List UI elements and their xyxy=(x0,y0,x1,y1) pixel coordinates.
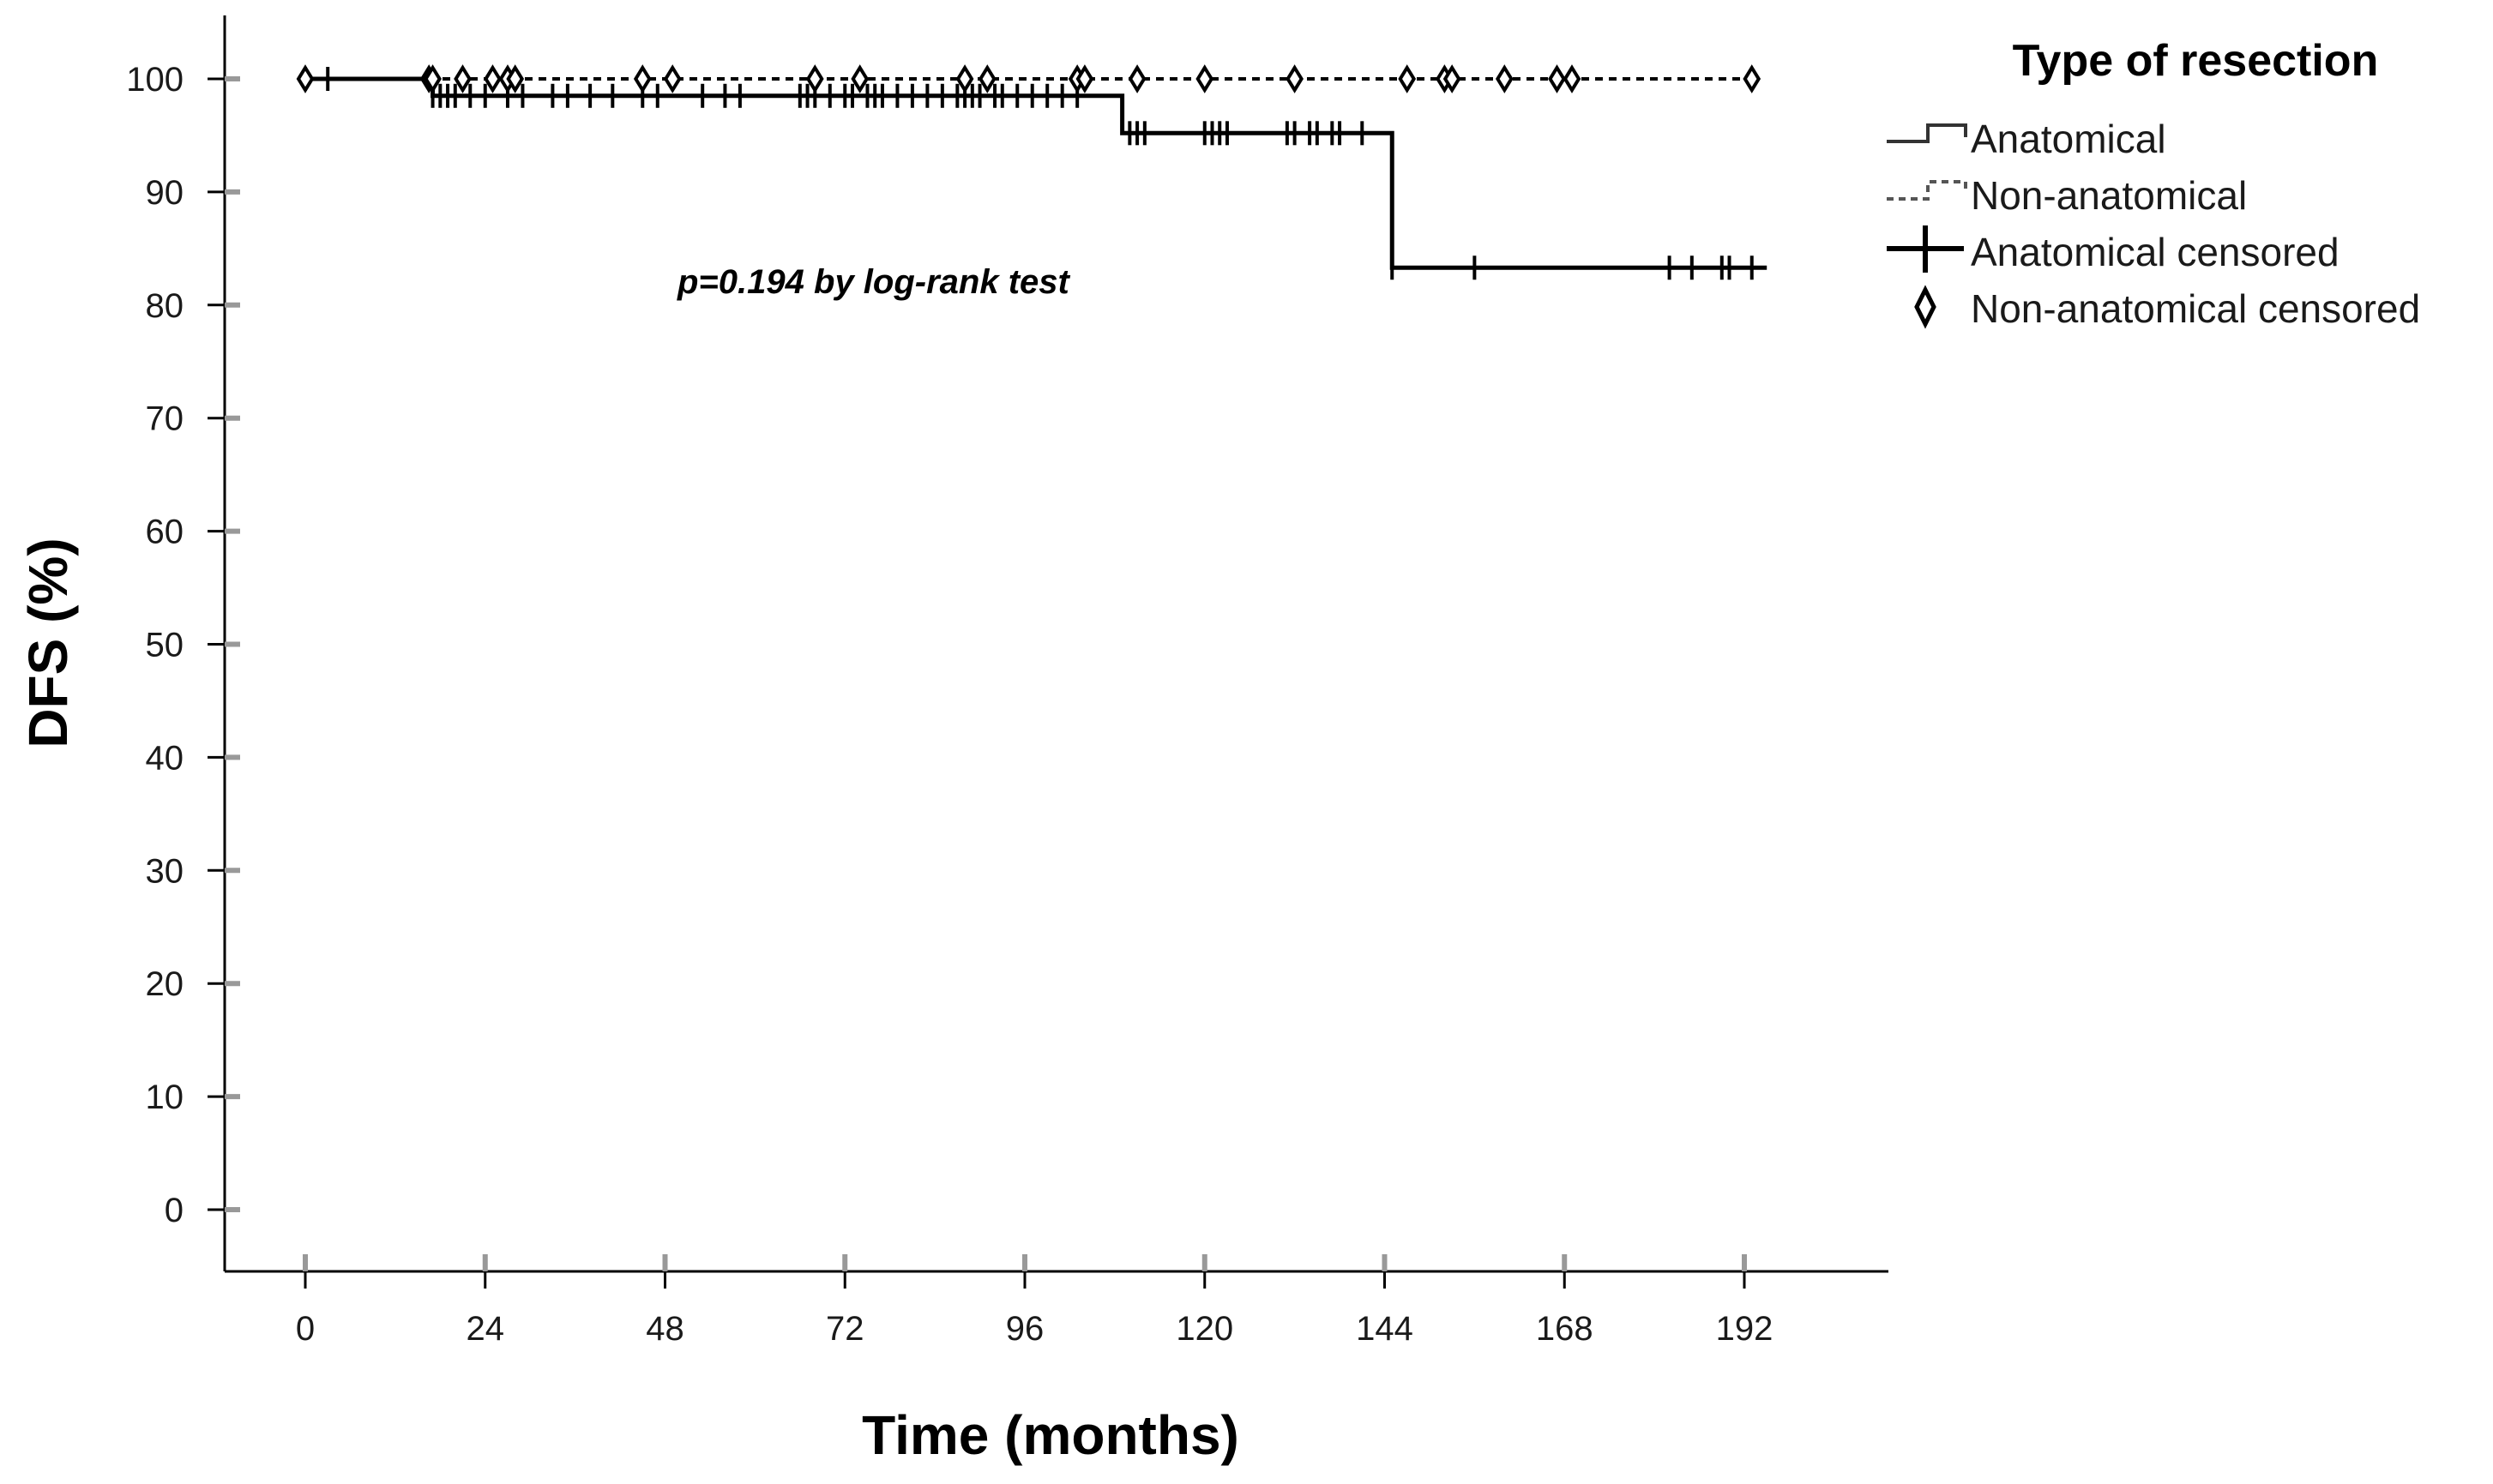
censor-mark-non-anatomical xyxy=(1442,64,1461,93)
censor-mark-non-anatomical xyxy=(955,64,974,93)
axes xyxy=(223,15,1888,1273)
x-tick-label: 168 xyxy=(1536,1310,1593,1348)
legend-swatch-anatomical xyxy=(1887,123,1967,143)
y-tick-label: 100 xyxy=(126,61,184,99)
x-tick-label: 0 xyxy=(296,1310,315,1348)
censor-mark-non-anatomical xyxy=(805,64,824,93)
y-tick-label: 20 xyxy=(146,965,184,1003)
censor-mark-non-anatomical xyxy=(506,64,525,93)
y-tick-label: 0 xyxy=(165,1192,184,1229)
y-tick-label: 90 xyxy=(146,174,184,212)
legend-swatch-non-anatomical xyxy=(1887,180,1967,201)
censor-mark-non-anatomical xyxy=(454,64,472,93)
y-ticks: 0 10 20 30 40 50 60 70 80 90 100 xyxy=(126,61,240,1229)
censor-mark-non-anatomical xyxy=(1128,64,1147,93)
legend-label-non-anatomical-censored: Non-anatomical censored xyxy=(1971,286,2420,331)
legend-label-anatomical-censored: Anatomical censored xyxy=(1971,230,2339,274)
censor-mark-non-anatomical xyxy=(484,64,502,93)
censor-mark-non-anatomical xyxy=(1398,64,1417,93)
y-tick-label: 40 xyxy=(146,739,184,777)
y-tick-label: 60 xyxy=(146,514,184,551)
legend-swatch-non-anatomical-censored xyxy=(1914,285,1936,329)
km-line-anatomical xyxy=(305,76,1767,270)
series-layer xyxy=(305,76,1767,270)
y-axis-title: DFS (%) xyxy=(17,538,79,748)
censor-mark-non-anatomical xyxy=(978,64,997,93)
legend-label-anatomical: Anatomical xyxy=(1971,117,2166,161)
x-tick-label: 96 xyxy=(1006,1310,1045,1348)
censor-mark-non-anatomical xyxy=(663,64,682,93)
censor-mark-non-anatomical xyxy=(1743,64,1761,93)
censor-mark-non-anatomical xyxy=(1563,64,1581,93)
censor-mark-non-anatomical xyxy=(1548,64,1566,93)
censor-mark-non-anatomical xyxy=(1495,64,1514,93)
x-tick-label: 192 xyxy=(1716,1310,1773,1348)
x-tick-label: 24 xyxy=(467,1310,505,1348)
censor-mark-non-anatomical xyxy=(633,64,652,93)
censor-mark-non-anatomical xyxy=(1286,64,1304,93)
x-tick-label: 72 xyxy=(826,1310,864,1348)
y-tick-label: 70 xyxy=(146,400,184,438)
legend-title: Type of resection xyxy=(2013,36,2379,86)
y-tick-label: 80 xyxy=(146,287,184,325)
censor-marks xyxy=(296,64,1761,280)
x-tick-label: 48 xyxy=(646,1310,684,1348)
y-tick-label: 30 xyxy=(146,852,184,890)
censor-mark-non-anatomical xyxy=(1075,64,1094,93)
x-tick-label: 144 xyxy=(1356,1310,1413,1348)
legend-swatches xyxy=(1887,123,1967,329)
legend-label-non-anatomical: Non-anatomical xyxy=(1971,173,2247,218)
y-tick-label: 10 xyxy=(146,1078,184,1116)
x-axis-title: Time (months) xyxy=(862,1404,1239,1466)
censor-mark-non-anatomical xyxy=(851,64,870,93)
censor-mark-non-anatomical xyxy=(296,64,315,93)
p-value-annotation: p=0.194 by log-rank test xyxy=(677,263,1071,301)
censor-mark-non-anatomical xyxy=(424,64,442,93)
legend: Type of resection Anatomical Non-anatomi… xyxy=(1887,36,2420,331)
censor-mark-non-anatomical xyxy=(1195,64,1214,93)
x-tick-label: 120 xyxy=(1176,1310,1233,1348)
x-ticks: 0 24 48 72 96 120 144 168 192 xyxy=(296,1254,1773,1348)
y-tick-label: 50 xyxy=(146,627,184,664)
